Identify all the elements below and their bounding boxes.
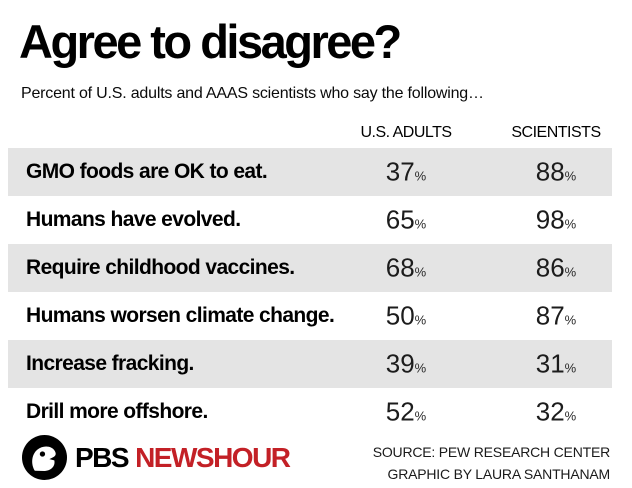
percent-sign: % bbox=[564, 408, 577, 424]
value-number: 50 bbox=[385, 300, 415, 331]
percent-sign: % bbox=[414, 408, 427, 424]
row-label: Humans worsen climate change. bbox=[26, 304, 335, 327]
value-number: 87 bbox=[535, 300, 565, 331]
row-label: Require childhood vaccines. bbox=[26, 256, 295, 279]
percent-sign: % bbox=[564, 360, 577, 376]
pbs-newshour-logo: PBS NEWSHOUR bbox=[22, 435, 291, 480]
scientists-value: 88% bbox=[486, 157, 626, 188]
percent-sign: % bbox=[564, 216, 577, 232]
source-credit: SOURCE: PEW RESEARCH CENTER GRAPHIC BY L… bbox=[373, 441, 610, 485]
adults-value: 50% bbox=[336, 301, 476, 332]
table-row: GMO foods are OK to eat. 37% 88% bbox=[0, 148, 632, 196]
page-title: Agree to disagree? bbox=[19, 15, 402, 68]
table-row: Increase fracking. 39% 31% bbox=[0, 340, 632, 388]
page-subtitle: Percent of U.S. adults and AAAS scientis… bbox=[21, 85, 484, 102]
scientists-value: 87% bbox=[486, 301, 626, 332]
value-number: 88 bbox=[535, 156, 565, 187]
adults-value: 39% bbox=[336, 349, 476, 380]
value-number: 32 bbox=[535, 396, 565, 427]
value-number: 98 bbox=[535, 204, 565, 235]
value-number: 65 bbox=[385, 204, 415, 235]
adults-value: 52% bbox=[336, 397, 476, 428]
percent-sign: % bbox=[414, 360, 427, 376]
percent-sign: % bbox=[414, 312, 427, 328]
adults-value: 65% bbox=[336, 205, 476, 236]
percent-sign: % bbox=[564, 264, 577, 280]
row-label: GMO foods are OK to eat. bbox=[26, 160, 268, 183]
adults-value: 37% bbox=[336, 157, 476, 188]
percent-sign: % bbox=[564, 168, 577, 184]
value-number: 86 bbox=[535, 252, 565, 283]
scientists-value: 86% bbox=[486, 253, 626, 284]
scientists-value: 31% bbox=[486, 349, 626, 380]
row-label: Drill more offshore. bbox=[26, 400, 208, 423]
percent-sign: % bbox=[414, 264, 427, 280]
pbs-logo-icon bbox=[22, 435, 67, 480]
column-header-scientists: SCIENTISTS bbox=[511, 124, 601, 141]
table-row: Require childhood vaccines. 68% 86% bbox=[0, 244, 632, 292]
scientists-value: 98% bbox=[486, 205, 626, 236]
scientists-value: 32% bbox=[486, 397, 626, 428]
value-number: 37 bbox=[385, 156, 415, 187]
table-row: Humans have evolved. 65% 98% bbox=[0, 196, 632, 244]
row-label: Increase fracking. bbox=[26, 352, 194, 375]
newshour-wordmark: NEWSHOUR bbox=[135, 441, 291, 473]
row-band bbox=[8, 244, 612, 292]
row-band bbox=[8, 340, 612, 388]
value-number: 31 bbox=[535, 348, 565, 379]
value-number: 39 bbox=[385, 348, 415, 379]
source-line: SOURCE: PEW RESEARCH CENTER bbox=[372, 444, 610, 460]
row-label: Humans have evolved. bbox=[26, 208, 241, 231]
row-band bbox=[8, 148, 612, 196]
percent-sign: % bbox=[564, 312, 577, 328]
table-row: Humans worsen climate change. 50% 87% bbox=[0, 292, 632, 340]
table-row: Drill more offshore. 52% 32% bbox=[0, 388, 632, 436]
value-number: 52 bbox=[385, 396, 415, 427]
percent-sign: % bbox=[414, 168, 427, 184]
percent-sign: % bbox=[414, 216, 427, 232]
pbs-wordmark: PBS bbox=[75, 441, 130, 473]
column-header-adults: U.S. ADULTS bbox=[360, 124, 452, 141]
adults-value: 68% bbox=[336, 253, 476, 284]
graphic-credit-line: GRAPHIC BY LAURA SANTHANAM bbox=[387, 466, 611, 482]
value-number: 68 bbox=[385, 252, 415, 283]
data-table: GMO foods are OK to eat. 37% 88% Humans … bbox=[0, 148, 632, 436]
